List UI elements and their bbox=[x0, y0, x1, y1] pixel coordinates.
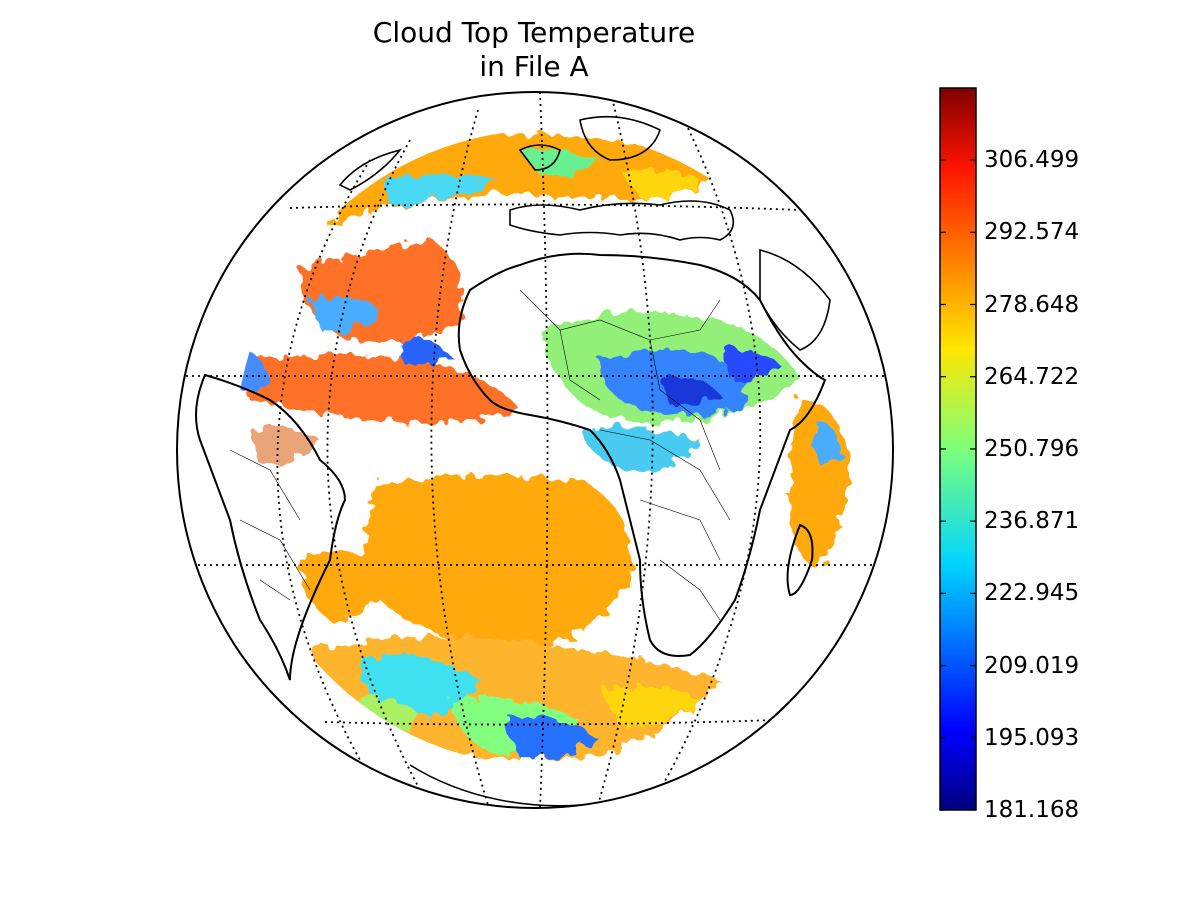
country-borders bbox=[229, 289, 731, 621]
title-line-2: in File A bbox=[479, 50, 589, 83]
colorbar-tick-label: 292.574 bbox=[984, 219, 1080, 246]
colorbar-tick-label: 209.019 bbox=[984, 652, 1080, 679]
coastlines bbox=[195, 115, 831, 807]
globe-outline bbox=[176, 91, 894, 809]
colorbar bbox=[939, 87, 977, 811]
plot-title: Cloud Top Temperature in File A bbox=[334, 16, 734, 84]
colorbar-tick-label: 278.648 bbox=[984, 291, 1080, 318]
colorbar-tick-label: 236.871 bbox=[984, 508, 1080, 535]
graticule bbox=[180, 92, 890, 808]
colorbar-tick-label: 222.945 bbox=[984, 580, 1080, 607]
colorbar-tick-label: 181.168 bbox=[984, 797, 1080, 823]
colorbar-tick-label: 306.499 bbox=[984, 147, 1080, 174]
title-line-1: Cloud Top Temperature bbox=[372, 16, 696, 49]
colorbar-ticks bbox=[940, 159, 976, 811]
colorbar-tick-label: 264.722 bbox=[984, 363, 1080, 390]
colorbar-tick-label: 250.796 bbox=[984, 435, 1080, 462]
cloud-field bbox=[235, 134, 850, 759]
colorbar-tick-label: 195.093 bbox=[984, 724, 1080, 751]
